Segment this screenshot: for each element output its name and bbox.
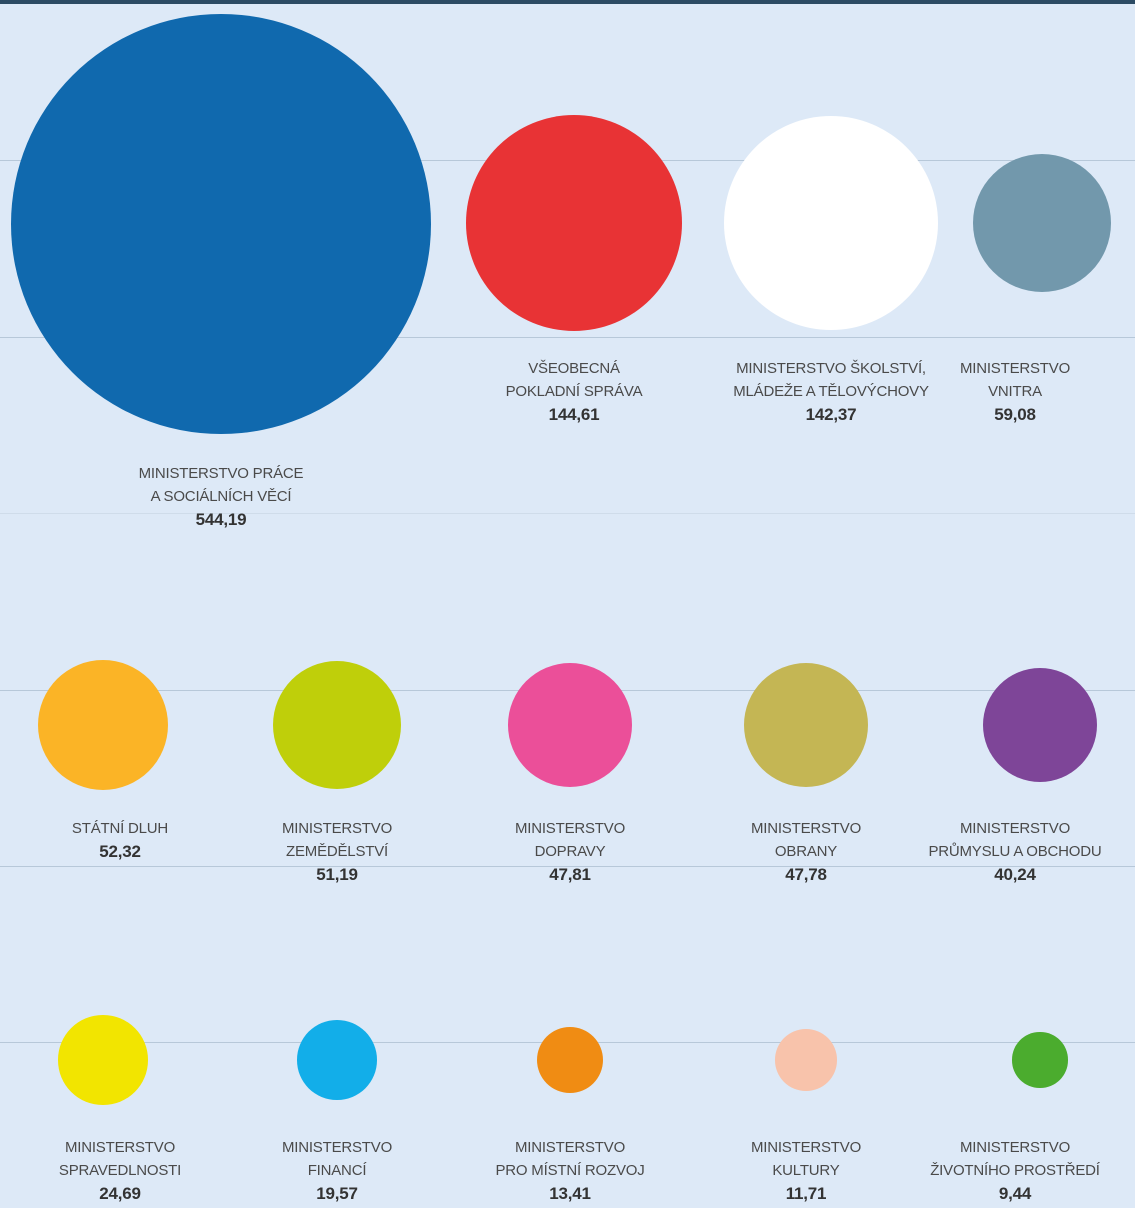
- bubble-value: 51,19: [316, 865, 358, 884]
- bubble-value: 9,44: [998, 1184, 1032, 1203]
- bubble-name-line1: MINISTERSTVO: [959, 820, 1071, 837]
- bubble-value: 52,32: [99, 842, 141, 861]
- bubble-name-line2: A SOCIÁLNÍCH VĚCÍ: [150, 488, 292, 505]
- bubble-value: 144,61: [548, 405, 600, 424]
- bubble-9: [58, 1015, 148, 1105]
- bubble-name-line1: MINISTERSTVO: [514, 1139, 626, 1156]
- bubble-10: [297, 1020, 377, 1100]
- bubble-name-line1: MINISTERSTVO: [281, 820, 393, 837]
- bubble-name-line1: STÁTNÍ DLUH: [71, 820, 169, 837]
- top-bar: [0, 0, 1135, 4]
- bubble-name-line2: DOPRAVY: [534, 843, 606, 860]
- bubble-value: 59,08: [994, 405, 1036, 424]
- bubble-name-line2: ZEMĚDĚLSTVÍ: [286, 843, 388, 860]
- bubble-value: 19,57: [316, 1184, 358, 1203]
- bubble-value: 11,71: [785, 1184, 827, 1203]
- bubble-12: [775, 1029, 837, 1091]
- bubble-label-4: STÁTNÍ DLUH 52,32: [0, 817, 240, 863]
- bubble-name-line2: OBRANY: [774, 843, 838, 860]
- bubble-name-line1: MINISTERSTVO ŠKOLSTVÍ,: [736, 360, 926, 377]
- bubble-name-line1: MINISTERSTVO: [959, 1139, 1071, 1156]
- bubble-label-6: MINISTERSTVO DOPRAVY 47,81: [450, 817, 690, 886]
- bubble-label-12: MINISTERSTVO KULTURY 11,71: [686, 1136, 926, 1205]
- bubble-label-7: MINISTERSTVO OBRANY 47,78: [686, 817, 926, 886]
- bubble-value: 24,69: [99, 1184, 141, 1203]
- grid-line: [0, 513, 1135, 514]
- bubble-6: [507, 662, 633, 788]
- bubble-value: 47,81: [549, 865, 591, 884]
- bubble-name-line2: PRŮMYSLU A OBCHODU: [928, 843, 1102, 860]
- bubble-label-9: MINISTERSTVO SPRAVEDLNOSTI 24,69: [0, 1136, 240, 1205]
- grid-line: [0, 866, 1135, 867]
- bubble-label-3: MINISTERSTVO VNITRA 59,08: [895, 357, 1135, 426]
- bubble-name-line1: MINISTERSTVO: [750, 1139, 862, 1156]
- bubble-name-line2: MLÁDEŽE A TĚLOVÝCHOVY: [733, 383, 929, 400]
- bubble-label-8: MINISTERSTVO PRŮMYSLU A OBCHODU 40,24: [895, 817, 1135, 886]
- bubble-name-line1: MINISTERSTVO PRÁCE: [138, 465, 304, 482]
- bubble-name-line1: MINISTERSTVO: [64, 1139, 176, 1156]
- bubble-label-10: MINISTERSTVO FINANCÍ 19,57: [217, 1136, 457, 1205]
- bubble-3: [972, 153, 1112, 293]
- bubble-5: [272, 660, 402, 790]
- bubble-label-5: MINISTERSTVO ZEMĚDĚLSTVÍ 51,19: [217, 817, 457, 886]
- bubble-0: [11, 14, 431, 434]
- bubble-13: [1012, 1032, 1068, 1088]
- bubble-name-line2: PRO MÍSTNÍ ROZVOJ: [495, 1162, 645, 1179]
- bubble-label-2: MINISTERSTVO ŠKOLSTVÍ, MLÁDEŽE A TĚLOVÝCH…: [711, 357, 951, 426]
- bubble-name-line1: VŠEOBECNÁ: [528, 360, 620, 377]
- bubble-value: 142,37: [805, 405, 857, 424]
- bubble-name-line1: MINISTERSTVO: [959, 360, 1071, 377]
- bubble-value: 47,78: [785, 865, 827, 884]
- bubble-label-1: VŠEOBECNÁ POKLADNÍ SPRÁVA 144,61: [454, 357, 694, 426]
- bubble-name-line1: MINISTERSTVO: [514, 820, 626, 837]
- bubble-name-line2: SPRAVEDLNOSTI: [58, 1162, 182, 1179]
- bubble-label-13: MINISTERSTVO ŽIVOTNÍHO PROSTŘEDÍ 9,44: [895, 1136, 1135, 1205]
- bubble-name-line2: FINANCÍ: [307, 1162, 367, 1179]
- bubble-name-line2: KULTURY: [772, 1162, 840, 1179]
- bubble-value: 40,24: [994, 865, 1036, 884]
- bubble-label-11: MINISTERSTVO PRO MÍSTNÍ ROZVOJ 13,41: [450, 1136, 690, 1205]
- bubble-name-line2: POKLADNÍ SPRÁVA: [505, 383, 643, 400]
- bubble-4: [37, 659, 169, 791]
- bubble-name-line2: VNITRA: [988, 383, 1042, 400]
- bubble-value: 544,19: [195, 510, 247, 529]
- bubble-label-0: MINISTERSTVO PRÁCE A SOCIÁLNÍCH VĚCÍ 544,1…: [101, 462, 341, 531]
- bubble-name-line1: MINISTERSTVO: [281, 1139, 393, 1156]
- grid-line: [0, 337, 1135, 338]
- bubble-7: [743, 662, 869, 788]
- bubble-8: [982, 667, 1098, 783]
- bubble-name-line1: MINISTERSTVO: [750, 820, 862, 837]
- bubble-value: 13,41: [549, 1184, 591, 1203]
- bubble-2: [723, 115, 939, 331]
- bubble-1: [465, 114, 683, 332]
- bubble-11: [537, 1027, 603, 1093]
- bubble-name-line2: ŽIVOTNÍHO PROSTŘEDÍ: [930, 1162, 1100, 1179]
